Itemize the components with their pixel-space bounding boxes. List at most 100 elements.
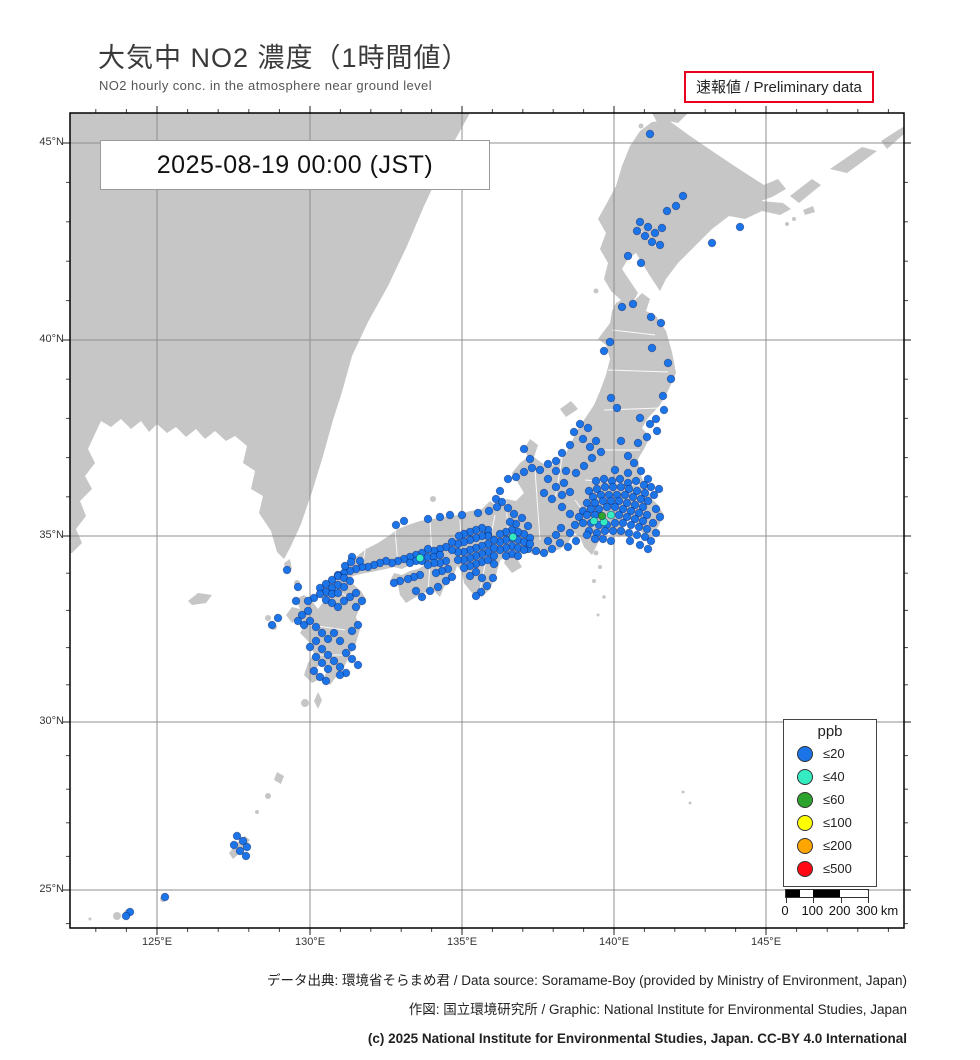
station-dot [596, 447, 606, 457]
legend-swatch [797, 860, 813, 877]
station-dot [341, 648, 351, 658]
station-dot [594, 504, 604, 514]
station-dot [600, 482, 610, 492]
station-dot [355, 556, 365, 566]
station-dot [327, 575, 337, 585]
station-dot [640, 488, 650, 498]
station-dot [527, 463, 537, 473]
station-dot [616, 436, 626, 446]
station-dot [622, 512, 632, 522]
station-dot [551, 466, 561, 476]
station-dot [635, 413, 645, 423]
lat-label: 35°N [39, 529, 64, 541]
station-dot [299, 620, 309, 630]
station-dot [585, 442, 595, 452]
station-dot [551, 482, 561, 492]
station-dot [503, 474, 513, 484]
scale-bar-labels: 0 100 200 300 km [781, 903, 905, 919]
station-dot [634, 508, 644, 518]
island-shikotan [803, 206, 815, 215]
station-dot [293, 616, 303, 626]
legend-label: ≤60 [823, 792, 845, 807]
island-sado [560, 401, 578, 417]
station-dot [447, 537, 457, 547]
station-dot [403, 574, 413, 584]
island-etorofu [830, 147, 877, 173]
station-dot [551, 530, 561, 540]
station-dot [582, 498, 592, 508]
station-dot [623, 451, 633, 461]
station-dot [620, 490, 630, 500]
station-dot [488, 573, 498, 583]
continent-asia [70, 113, 470, 559]
island-okushiri [593, 288, 599, 294]
station-dot [651, 528, 661, 538]
station-dot [535, 465, 545, 475]
station-dot [642, 432, 652, 442]
station-dot [340, 561, 350, 571]
island-amami [274, 772, 284, 784]
station-dot [423, 544, 433, 554]
station-dot [643, 544, 653, 554]
station-dot [282, 565, 292, 575]
station-dot [645, 419, 655, 429]
station-dot [492, 502, 502, 512]
lon-label: 140°E [598, 936, 630, 948]
station-dot [571, 468, 581, 478]
station-dot [591, 476, 601, 486]
scale-bar-label: 100 [801, 903, 824, 918]
station-dot [353, 620, 363, 630]
station-dot [445, 510, 455, 520]
station-dot [241, 851, 251, 861]
station-dot [454, 531, 464, 541]
scale-bar-unit: km [880, 903, 899, 918]
station-dot [339, 596, 349, 606]
station-dot [623, 251, 633, 261]
station-dot [614, 510, 624, 520]
station-dot [586, 504, 596, 514]
station-dot [345, 576, 355, 586]
station-dot [591, 436, 601, 446]
legend-label: ≤500 [823, 861, 852, 876]
lat-label: 25°N [39, 883, 64, 895]
station-dot [606, 510, 616, 520]
station-dot [610, 465, 620, 475]
station-dot [405, 558, 415, 568]
station-dot [626, 520, 636, 530]
station-dot [335, 636, 345, 646]
station-dot [317, 644, 327, 654]
station-dot [411, 586, 421, 596]
legend-label: ≤100 [823, 815, 852, 830]
station-dot [517, 513, 527, 523]
legend-swatch [797, 814, 813, 831]
station-dot [235, 846, 245, 856]
station-dot [309, 666, 319, 676]
station-dot [447, 572, 457, 582]
station-dot [317, 628, 327, 638]
island-goto-1 [265, 615, 271, 621]
page-title: 大気中 NO2 濃度（1時間値） [98, 43, 470, 73]
legend-title: ppb [817, 723, 843, 740]
station-dot [547, 494, 557, 504]
station-dot [557, 448, 567, 458]
island-hokkaido [598, 120, 791, 304]
station-dot [635, 217, 645, 227]
station-dot [339, 582, 349, 592]
station-dot [483, 555, 493, 565]
island-okinoerabu [255, 810, 259, 814]
island-iriomote [113, 912, 121, 920]
station-dot [453, 555, 463, 565]
station-dot [639, 480, 649, 490]
station-dot [473, 508, 483, 518]
island-kunashiri [790, 179, 821, 203]
scale-bar-segment [786, 890, 800, 897]
island-izu-2 [598, 565, 602, 569]
station-dot [565, 487, 575, 497]
station-dot [551, 456, 561, 466]
island-daito-1 [681, 790, 685, 794]
station-dot [646, 536, 656, 546]
station-dot [329, 656, 339, 666]
station-dot [297, 610, 307, 620]
station-dot [624, 528, 634, 538]
